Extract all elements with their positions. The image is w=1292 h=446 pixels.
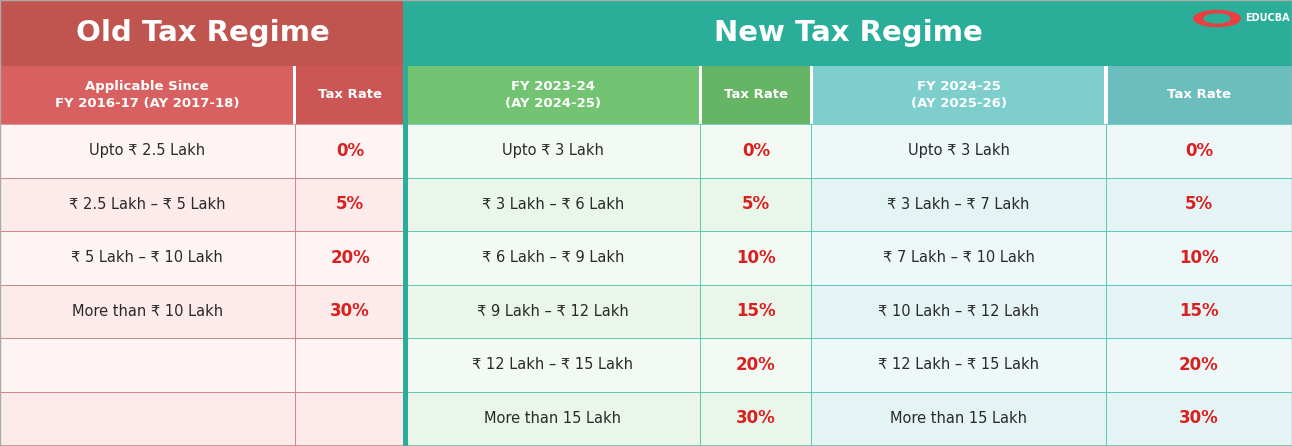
Text: 0%: 0% <box>336 142 364 160</box>
Text: ₹ 12 Lakh – ₹ 15 Lakh: ₹ 12 Lakh – ₹ 15 Lakh <box>879 357 1039 372</box>
Text: ₹ 6 Lakh – ₹ 9 Lakh: ₹ 6 Lakh – ₹ 9 Lakh <box>482 250 624 265</box>
Bar <box>0 285 295 338</box>
Text: 0%: 0% <box>1185 142 1213 160</box>
Text: 30%: 30% <box>736 409 775 427</box>
Bar <box>700 231 811 285</box>
Bar <box>811 338 1106 392</box>
Bar <box>700 178 811 231</box>
Bar <box>0 124 295 178</box>
Bar <box>811 392 1106 445</box>
Text: ₹ 3 Lakh – ₹ 6 Lakh: ₹ 3 Lakh – ₹ 6 Lakh <box>482 197 624 212</box>
Text: ₹ 2.5 Lakh – ₹ 5 Lakh: ₹ 2.5 Lakh – ₹ 5 Lakh <box>68 197 226 212</box>
Bar <box>0 178 295 231</box>
Bar <box>811 66 1106 124</box>
Text: Applicable Since
FY 2016-17 (AY 2017-18): Applicable Since FY 2016-17 (AY 2017-18) <box>56 80 239 110</box>
Bar <box>0 338 295 392</box>
Bar <box>700 66 811 124</box>
Bar <box>406 124 700 178</box>
Bar <box>699 66 702 124</box>
Bar <box>811 124 1106 178</box>
Text: ₹ 7 Lakh – ₹ 10 Lakh: ₹ 7 Lakh – ₹ 10 Lakh <box>882 250 1035 265</box>
Bar <box>700 392 811 445</box>
Bar <box>404 66 407 124</box>
Bar <box>0 231 295 285</box>
Bar <box>811 178 1106 231</box>
Text: EDUCBA: EDUCBA <box>1245 13 1291 24</box>
Text: 30%: 30% <box>331 302 370 320</box>
Bar <box>1106 178 1292 231</box>
Text: ₹ 9 Lakh – ₹ 12 Lakh: ₹ 9 Lakh – ₹ 12 Lakh <box>477 304 629 319</box>
Bar <box>811 231 1106 285</box>
Text: 5%: 5% <box>336 195 364 213</box>
Bar <box>406 66 700 124</box>
Text: ₹ 5 Lakh – ₹ 10 Lakh: ₹ 5 Lakh – ₹ 10 Lakh <box>71 250 224 265</box>
Bar <box>700 338 811 392</box>
Text: ₹ 3 Lakh – ₹ 7 Lakh: ₹ 3 Lakh – ₹ 7 Lakh <box>888 197 1030 212</box>
Bar <box>1106 285 1292 338</box>
Bar <box>700 285 811 338</box>
Text: More than ₹ 10 Lakh: More than ₹ 10 Lakh <box>72 304 222 319</box>
Text: FY 2023-24
(AY 2024-25): FY 2023-24 (AY 2024-25) <box>505 80 601 110</box>
Text: FY 2024-25
(AY 2025-26): FY 2024-25 (AY 2025-26) <box>911 80 1006 110</box>
Text: 5%: 5% <box>742 195 770 213</box>
Text: ₹ 12 Lakh – ₹ 15 Lakh: ₹ 12 Lakh – ₹ 15 Lakh <box>473 357 633 372</box>
Bar <box>0 66 295 124</box>
Bar <box>406 392 700 445</box>
Text: 10%: 10% <box>736 249 775 267</box>
Bar <box>295 124 406 178</box>
Text: Tax Rate: Tax Rate <box>1167 88 1231 102</box>
Circle shape <box>1204 14 1230 23</box>
Bar <box>293 66 296 124</box>
Text: Upto ₹ 3 Lakh: Upto ₹ 3 Lakh <box>503 143 603 158</box>
Bar <box>406 338 700 392</box>
Text: New Tax Regime: New Tax Regime <box>714 19 983 47</box>
Bar <box>810 66 813 124</box>
Text: Old Tax Regime: Old Tax Regime <box>76 19 329 47</box>
Bar <box>1106 231 1292 285</box>
Text: 20%: 20% <box>331 249 370 267</box>
Text: 15%: 15% <box>736 302 775 320</box>
Text: 0%: 0% <box>742 142 770 160</box>
Bar <box>1106 338 1292 392</box>
Bar <box>406 0 1292 66</box>
Text: ₹ 10 Lakh – ₹ 12 Lakh: ₹ 10 Lakh – ₹ 12 Lakh <box>879 304 1039 319</box>
Bar <box>295 66 406 124</box>
Bar <box>1105 66 1107 124</box>
Bar <box>295 338 406 392</box>
Bar <box>1106 66 1292 124</box>
Bar <box>1106 124 1292 178</box>
Bar <box>295 392 406 445</box>
Text: 20%: 20% <box>736 356 775 374</box>
Bar <box>700 124 811 178</box>
Text: More than 15 Lakh: More than 15 Lakh <box>890 411 1027 426</box>
Text: 5%: 5% <box>1185 195 1213 213</box>
Bar <box>403 0 408 446</box>
Text: More than 15 Lakh: More than 15 Lakh <box>484 411 621 426</box>
Bar <box>406 285 700 338</box>
Bar <box>295 231 406 285</box>
Circle shape <box>1194 10 1240 26</box>
Text: 30%: 30% <box>1180 409 1218 427</box>
Bar <box>295 285 406 338</box>
Bar <box>295 178 406 231</box>
Text: Tax Rate: Tax Rate <box>318 88 382 102</box>
Bar <box>406 231 700 285</box>
Bar <box>406 178 700 231</box>
Text: Upto ₹ 3 Lakh: Upto ₹ 3 Lakh <box>908 143 1009 158</box>
Text: 10%: 10% <box>1180 249 1218 267</box>
Bar <box>811 285 1106 338</box>
Text: 20%: 20% <box>1180 356 1218 374</box>
Bar <box>0 392 295 445</box>
Text: Upto ₹ 2.5 Lakh: Upto ₹ 2.5 Lakh <box>89 143 205 158</box>
Bar <box>1106 392 1292 445</box>
Text: 15%: 15% <box>1180 302 1218 320</box>
Bar <box>0 0 406 66</box>
Text: Tax Rate: Tax Rate <box>724 88 788 102</box>
